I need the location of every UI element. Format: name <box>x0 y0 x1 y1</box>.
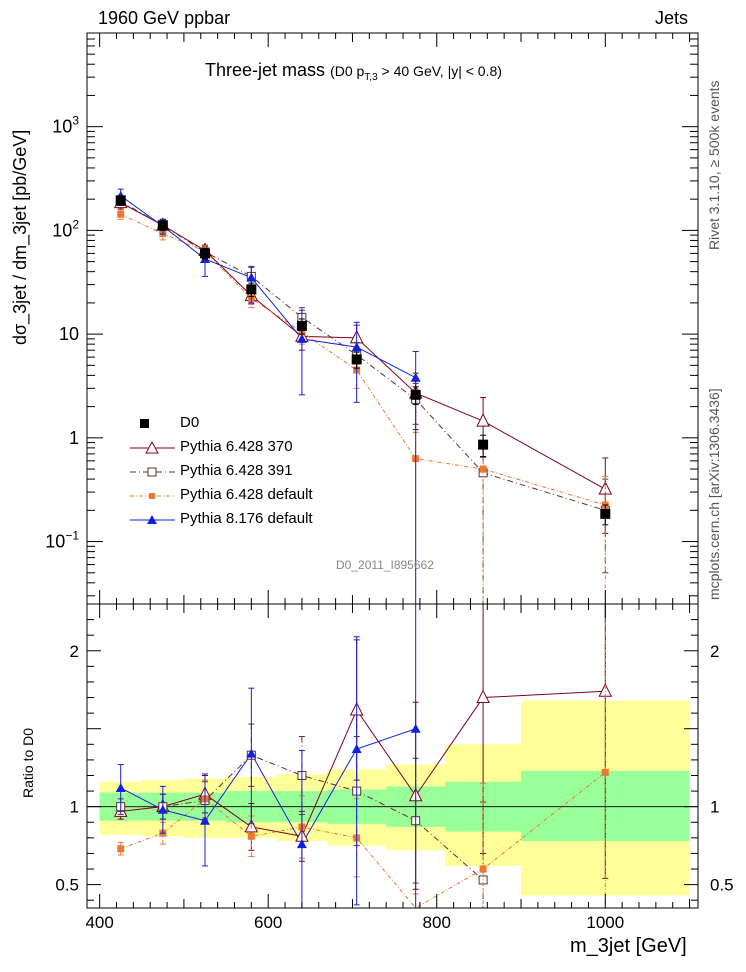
legend-label-data: D0 <box>180 414 200 431</box>
ratio-point-p8-0 <box>115 782 126 792</box>
x-tick-label-400: 400 <box>85 913 113 932</box>
main-panel-series <box>113 188 613 605</box>
main-point-data-4 <box>296 320 307 331</box>
ratio-y-label-left-2: 2 <box>70 642 79 661</box>
side-label-rivet: Rivet 3.1.10, ≥ 500k events <box>706 80 722 250</box>
ratio-point-p8-1 <box>157 804 168 814</box>
ratio-point-pdef-0 <box>117 845 125 853</box>
main-point-p8-5 <box>351 342 362 352</box>
ratio-point-pdef-8 <box>601 768 609 776</box>
main-point-p8-4 <box>296 333 307 343</box>
y-tick-label-4: 103 <box>52 114 79 137</box>
side-label-mcplots: mcplots.cern.ch [arXiv:1306.3436] <box>706 388 722 600</box>
y-tick-label-2: 10 <box>59 324 79 344</box>
main-point-pdef-0 <box>117 210 125 218</box>
legend-label-p8: Pythia 8.176 default <box>180 510 313 527</box>
y-tick-label-0: 10−1 <box>45 529 79 552</box>
y-axis-title-main: dσ_3jet / dm_3jet [pb/GeV] <box>10 129 30 345</box>
ratio-line-p391 <box>120 754 484 881</box>
legend-marker-p370 <box>130 440 175 454</box>
legend-label-p391: Pythia 6.428 391 <box>180 462 293 479</box>
ratio-y-label-left-1: 1 <box>70 798 79 817</box>
main-point-data-5 <box>351 354 362 365</box>
ratio-frame <box>86 603 699 909</box>
ratio-y-label-right-1: 1 <box>710 798 719 817</box>
main-point-p8-6 <box>410 372 421 382</box>
legend-entry-p370: Pythia 6.428 370 <box>130 436 390 460</box>
header-right: Jets <box>655 8 689 28</box>
y-tick-label-1: 1 <box>69 428 79 448</box>
main-point-data-1 <box>157 220 168 231</box>
legend-label-pdef: Pythia 6.428 default <box>180 486 313 503</box>
analysis-watermark: D0_2011_I895662 <box>336 558 434 572</box>
main-point-p8-3 <box>246 272 257 282</box>
ratio-y-label-right-2: 2 <box>710 642 719 661</box>
main-point-pdef-7 <box>479 465 487 473</box>
x-tick-label-1000: 1000 <box>586 913 624 932</box>
plot-title-cut: (D0 pT,3 > 40 GeV, |y| < 0.8) <box>330 63 502 83</box>
ratio-point-pdef-7 <box>479 865 487 873</box>
legend-marker-p391 <box>130 467 175 477</box>
legend-marker-data <box>140 419 149 428</box>
main-point-data-7 <box>478 439 489 450</box>
ratio-panel-series <box>113 603 613 909</box>
x-tick-label-800: 800 <box>423 913 451 932</box>
main-point-data-3 <box>246 284 257 295</box>
main-point-data-2 <box>199 248 210 259</box>
plot-title-main: Three-jet mass <box>205 60 326 80</box>
y-axis-title-ratio: Ratio to D0 <box>20 727 36 798</box>
legend: D0 Pythia 6.428 370 Pythia 6.428 391 Pyt… <box>130 412 390 532</box>
ratio-point-p8-5 <box>351 743 362 753</box>
legend-label-p370: Pythia 6.428 370 <box>180 438 293 455</box>
legend-marker-pdef <box>130 493 175 499</box>
legend-entry-pdef: Pythia 6.428 default <box>130 484 390 508</box>
ratio-point-pdef-3 <box>247 832 255 840</box>
main-point-p370-7 <box>476 412 490 427</box>
legend-entry-p8: Pythia 8.176 default <box>130 508 390 532</box>
ratio-y-label-right-0.5: 0.5 <box>710 876 734 895</box>
ratio-point-p370-7 <box>476 689 490 704</box>
main-point-data-6 <box>410 389 421 400</box>
header-left: 1960 GeV ppbar <box>98 8 231 28</box>
ratio-point-p8-2 <box>199 815 210 825</box>
ratio-point-p8-6 <box>410 723 421 733</box>
plot-title: Three-jet mass (D0 pT,3 > 40 GeV, |y| < … <box>205 60 502 83</box>
ratio-point-p8-4 <box>296 839 307 849</box>
legend-entry-data: D0 <box>130 412 390 436</box>
main-point-data-0 <box>115 195 126 206</box>
x-tick-label-600: 600 <box>254 913 282 932</box>
ratio-y-label-left-0.5: 0.5 <box>55 876 79 895</box>
ratio-point-p8-3 <box>246 748 257 758</box>
main-point-data-8 <box>600 508 611 519</box>
legend-marker-p8 <box>130 515 175 524</box>
legend-entry-p391: Pythia 6.428 391 <box>130 460 390 484</box>
y-tick-label-3: 102 <box>52 217 79 240</box>
axes: 400 600 800 1000 10−1 1 10 102 103 0.5 0.5 1 1 2 2 <box>45 32 734 932</box>
x-axis-title: m_3jet [GeV] <box>570 935 687 957</box>
ratio-uncertainty-bands <box>87 700 698 896</box>
main-line-p391 <box>120 201 606 511</box>
